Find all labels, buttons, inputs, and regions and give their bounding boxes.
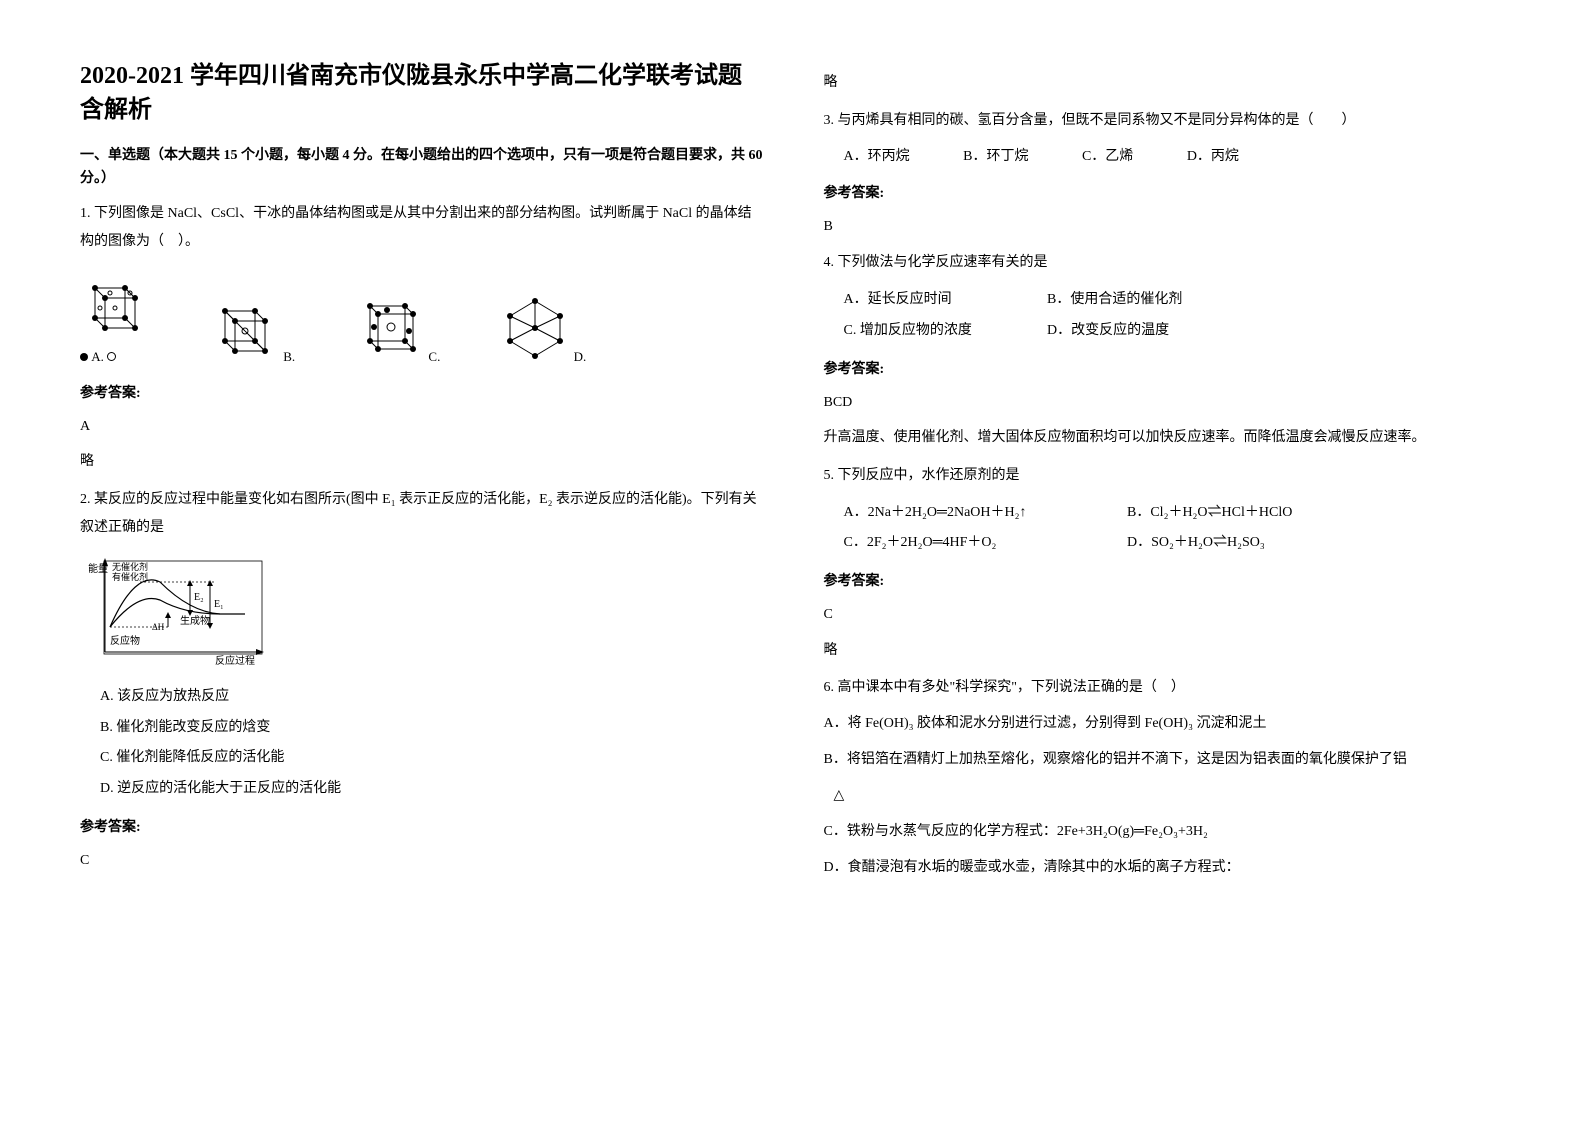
q1-diagram-b: B.: [210, 291, 295, 368]
q6-option-c: C．铁粉与水蒸气反应的化学方程式：2Fe+3H₂O(g)═Fe₂O₃+3H₂: [824, 818, 1508, 846]
q3-options: A．环丙烷 B．环丁烷 C．乙烯 D．丙烷: [844, 143, 1508, 171]
chart-reactant: 反应物: [110, 634, 140, 647]
document-title: 2020-2021 学年四川省南充市仪陇县永乐中学高二化学联考试题含解析: [80, 60, 764, 127]
q5-explain: 略: [824, 638, 1508, 665]
q2-options: A. 该反应为放热反应 B. 催化剂能改变反应的焓变 C. 催化剂能降低反应的活…: [100, 682, 764, 805]
q2-option-b: B. 催化剂能改变反应的焓变: [100, 713, 764, 744]
chart-e2: E₂: [194, 592, 204, 603]
crystal-icon-c: [355, 291, 425, 361]
question-4: 4. 下列做法与化学反应速率有关的是 A．延长反应时间 B．使用合适的催化剂 C…: [824, 249, 1508, 452]
q4-option-d: D．改变反应的温度: [1047, 323, 1169, 338]
right-column: 略 3. 与丙烯具有相同的碳、氢百分含量，但既不是同系物又不是同分异构体的是（ …: [824, 60, 1508, 892]
chart-e1: E₁: [214, 599, 224, 610]
crystal-icon-a: [80, 268, 150, 338]
q5-answer: C: [824, 602, 1508, 627]
chart-product: 生成物: [180, 614, 210, 627]
q2-text: 2. 某反应的反应过程中能量变化如右图所示(图中 E₁ 表示正反应的活化能，E₂…: [80, 486, 764, 542]
q4-text: 4. 下列做法与化学反应速率有关的是: [824, 249, 1508, 277]
q1-diagram-a: A.: [80, 268, 150, 369]
q1-label-b: B.: [283, 345, 295, 368]
q1-label-c: C.: [428, 345, 440, 368]
q4-answer-label: 参考答案:: [824, 357, 1508, 382]
q3-option-d: D．丙烷: [1187, 143, 1239, 171]
q1-text: 1. 下列图像是 NaCl、CsCl、干冰的晶体结构图或是从其中分割出来的部分结…: [80, 200, 764, 256]
q5-option-b: B．Cl₂＋H₂O⇌HCl＋HClO: [1127, 505, 1292, 520]
question-3: 3. 与丙烯具有相同的碳、氢百分含量，但既不是同系物又不是同分异构体的是（ ） …: [824, 107, 1508, 239]
page-container: 2020-2021 学年四川省南充市仪陇县永乐中学高二化学联考试题含解析 一、单…: [0, 0, 1587, 952]
question-5: 5. 下列反应中，水作还原剂的是 A．2Na＋2H₂O═2NaOH＋H₂↑ B．…: [824, 462, 1508, 665]
q6-option-b: B．将铝箔在酒精灯上加热至熔化，观察熔化的铝并不滴下，这是因为铝表面的氧化膜保护…: [824, 746, 1508, 774]
q1-answer: A: [80, 414, 764, 439]
question-1: 1. 下列图像是 NaCl、CsCl、干冰的晶体结构图或是从其中分割出来的部分结…: [80, 200, 764, 476]
section-1-header: 一、单选题（本大题共 15 个小题，每小题 4 分。在每小题给出的四个选项中，只…: [80, 145, 764, 190]
q5-option-c: C．2F₂＋2H₂O═4HF＋O₂: [844, 528, 1124, 559]
chart-nocat-label: 无催化剂: [112, 561, 148, 572]
q5-option-a: A．2Na＋2H₂O═2NaOH＋H₂↑: [844, 498, 1124, 529]
q6-triangle: △: [834, 782, 1508, 810]
crystal-icon-b: [210, 291, 280, 361]
question-2: 2. 某反应的反应过程中能量变化如右图所示(图中 E₁ 表示正反应的活化能，E₂…: [80, 486, 764, 874]
left-column: 2020-2021 学年四川省南充市仪陇县永乐中学高二化学联考试题含解析 一、单…: [80, 60, 764, 892]
q1-label-d: D.: [574, 345, 587, 368]
q2-option-c: C. 催化剂能降低反应的活化能: [100, 743, 764, 774]
q2-option-a: A. 该反应为放热反应: [100, 682, 764, 713]
question-6: 6. 高中课本中有多处"科学探究"，下列说法正确的是（ ） A．将 Fe(OH)…: [824, 674, 1508, 882]
q3-option-c: C．乙烯: [1082, 143, 1133, 171]
crystal-icon-d: [500, 291, 570, 361]
q4-answer: BCD: [824, 390, 1508, 415]
q2-answer-label: 参考答案:: [80, 815, 764, 840]
q3-answer: B: [824, 214, 1508, 239]
q4-option-c: C. 增加反应物的浓度: [844, 316, 1044, 347]
chart-withcat-label: 有催化剂: [112, 571, 148, 582]
q5-option-d: D．SO₂＋H₂O⇌H₂SO₃: [1127, 535, 1265, 550]
q3-option-a: A．环丙烷: [844, 143, 910, 171]
q1-diagram-c: C.: [355, 291, 440, 368]
q3-text: 3. 与丙烯具有相同的碳、氢百分含量，但既不是同系物又不是同分异构体的是（ ）: [824, 107, 1508, 135]
chart-xlabel: 反应过程: [215, 654, 255, 667]
q5-options: A．2Na＋2H₂O═2NaOH＋H₂↑ B．Cl₂＋H₂O⇌HCl＋HClO …: [844, 498, 1508, 560]
q6-option-d: D．食醋浸泡有水垢的暖壶或水壶，清除其中的水垢的离子方程式：: [824, 854, 1508, 882]
q4-explain: 升高温度、使用催化剂、增大固体反应物面积均可以加快反应速率。而降低温度会减慢反应…: [824, 425, 1508, 452]
q2-energy-chart: 能量 无催化剂 有催化剂 E₂ E₁: [80, 552, 270, 672]
col2-top-explain: 略: [824, 70, 1508, 97]
q6-text: 6. 高中课本中有多处"科学探究"，下列说法正确的是（ ）: [824, 674, 1508, 702]
q5-answer-label: 参考答案:: [824, 569, 1508, 594]
q4-option-b: B．使用合适的催化剂: [1047, 292, 1182, 307]
energy-diagram-icon: 能量 无催化剂 有催化剂 E₂ E₁: [80, 552, 270, 672]
q1-diagram-d: D.: [500, 291, 586, 368]
q2-answer: C: [80, 848, 764, 873]
q1-diagrams: A.: [80, 268, 764, 369]
q5-text: 5. 下列反应中，水作还原剂的是: [824, 462, 1508, 490]
q6-option-a: A．将 Fe(OH)₃ 胶体和泥水分别进行过滤，分别得到 Fe(OH)₃ 沉淀和…: [824, 710, 1508, 738]
q3-answer-label: 参考答案:: [824, 181, 1508, 206]
q1-label-a: A.: [91, 345, 104, 368]
q1-explain: 略: [80, 449, 764, 476]
q3-option-b: B．环丁烷: [963, 143, 1028, 171]
q2-option-d: D. 逆反应的活化能大于正反应的活化能: [100, 774, 764, 805]
q4-option-a: A．延长反应时间: [844, 285, 1044, 316]
q1-answer-label: 参考答案:: [80, 381, 764, 406]
chart-ylabel: 能量: [88, 562, 108, 575]
q4-options: A．延长反应时间 B．使用合适的催化剂 C. 增加反应物的浓度 D．改变反应的温…: [844, 285, 1508, 347]
